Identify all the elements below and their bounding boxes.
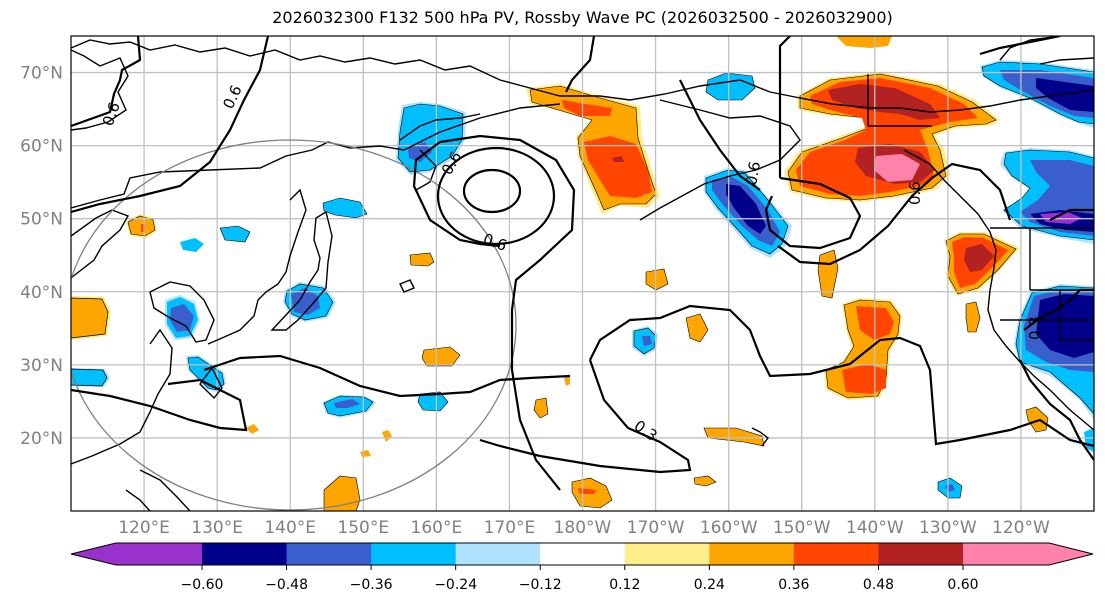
lat-tick-label: 40°N — [20, 283, 63, 303]
anomaly-negative — [642, 336, 652, 346]
anomaly-positive — [421, 346, 461, 367]
colorbar-tick-label: 0.48 — [863, 577, 894, 593]
anomaly-positive — [965, 301, 981, 333]
lon-tick-label: 170°W — [627, 518, 685, 538]
lon-tick-label: 160°E — [411, 518, 463, 538]
lat-tick-label: 30°N — [20, 356, 63, 376]
anomaly-positive — [564, 376, 570, 386]
lon-tick-label: 140°W — [846, 518, 904, 538]
colorbar-tick-label: −0.24 — [434, 577, 477, 593]
colorbar-tick-label: −0.48 — [265, 577, 308, 593]
chart-title: 2026032300 F132 500 hPa PV, Rossby Wave … — [272, 8, 893, 27]
lat-tick-label: 60°N — [20, 137, 63, 157]
colorbar-segment — [793, 543, 879, 565]
anomaly-positive — [944, 232, 1020, 296]
gridlines — [71, 36, 1094, 511]
anomaly-positive — [693, 475, 717, 487]
colorbar-segment — [963, 543, 1093, 565]
lon-tick-label: 140°E — [264, 518, 316, 538]
colorbar-tick-label: −0.36 — [350, 577, 393, 593]
anomaly-negative — [1014, 284, 1094, 420]
anomaly-positive — [824, 298, 902, 400]
anomaly-negative — [165, 295, 200, 340]
contour-label: 0.6 — [906, 181, 924, 205]
colorbar-segment — [71, 543, 202, 565]
anomaly-negative — [704, 168, 792, 258]
colorbar-tick-label: 0.24 — [694, 577, 725, 593]
latitude-labels: 70°N 60°N 50°N 40°N 30°N 20°N — [20, 64, 63, 449]
colorbar: −0.60 −0.48 −0.36 −0.24 −0.12 0.12 0.24 0.36 0.4… — [70, 542, 1094, 593]
anomaly-positive — [1025, 406, 1049, 433]
anomaly-negative — [705, 72, 756, 101]
map-frame — [70, 35, 1095, 512]
lon-tick-label: 120°E — [118, 518, 170, 538]
anomaly-positive — [645, 268, 669, 291]
anomaly-negative — [71, 368, 110, 387]
lon-tick-label: 130°E — [191, 518, 243, 538]
anomaly-positive — [685, 313, 709, 343]
lat-tick-label: 50°N — [20, 210, 63, 230]
lon-tick-label: 160°W — [700, 518, 758, 538]
anomaly-positive — [836, 36, 892, 48]
lat-tick-label: 20°N — [20, 429, 63, 449]
anomaly-positive — [382, 430, 392, 442]
colorbar-tick-label: −0.60 — [181, 577, 224, 593]
anomaly-negative — [180, 238, 204, 252]
lat-tick-label: 70°N — [20, 64, 63, 84]
contour-label: 0.3 — [1026, 316, 1044, 340]
anomaly-positive — [533, 397, 549, 419]
anomaly-negative — [417, 391, 449, 412]
map-content: 0.6 0.6 0.6 0.6 0.3 0.6 0.6 0.3 — [71, 36, 1094, 511]
anomaly-negative — [322, 395, 376, 418]
lon-tick-label: 180°W — [554, 518, 612, 538]
colorbar-tick-label: 0.60 — [947, 577, 978, 593]
anomaly-positive — [409, 252, 435, 267]
colorbar-segment — [455, 543, 541, 565]
pv-contours — [71, 36, 1094, 491]
colorbar-segment — [709, 543, 795, 565]
colorbar-tick-label: 0.12 — [609, 577, 640, 593]
colorbar-tick-label: 0.36 — [778, 577, 809, 593]
lon-tick-label: 130°W — [919, 518, 977, 538]
colorbar-segment — [202, 543, 288, 565]
anomaly-negative — [1000, 148, 1094, 244]
anomaly-positive — [71, 296, 111, 340]
colorbar-segment — [878, 543, 964, 565]
colorbar-segment — [286, 543, 372, 565]
lon-tick-label: 170°E — [484, 518, 536, 538]
anomaly-negative — [980, 60, 1094, 128]
colorbar-segment — [540, 543, 626, 565]
anomaly-negative — [219, 225, 251, 243]
anomaly-negative — [396, 102, 466, 175]
lon-tick-label: 120°W — [992, 518, 1050, 538]
longitude-labels: 120°E 130°E 140°E 150°E 160°E 170°E 180°W 170°W… — [118, 518, 1050, 538]
lon-tick-label: 150°E — [337, 518, 389, 538]
colorbar-outline — [70, 542, 1094, 566]
colorbar-segment — [371, 543, 457, 565]
pv-anomalies — [71, 36, 1094, 511]
colorbar-tick-label: −0.12 — [519, 577, 562, 593]
lon-tick-label: 150°W — [773, 518, 831, 538]
contour-label: 0.6 — [742, 160, 764, 187]
colorbar-segment — [624, 543, 710, 565]
reference-circle — [71, 139, 517, 511]
anomaly-positive — [323, 475, 361, 511]
anomaly-positive — [126, 214, 157, 238]
anomaly-positive — [526, 84, 660, 214]
anomaly-positive — [246, 424, 259, 434]
